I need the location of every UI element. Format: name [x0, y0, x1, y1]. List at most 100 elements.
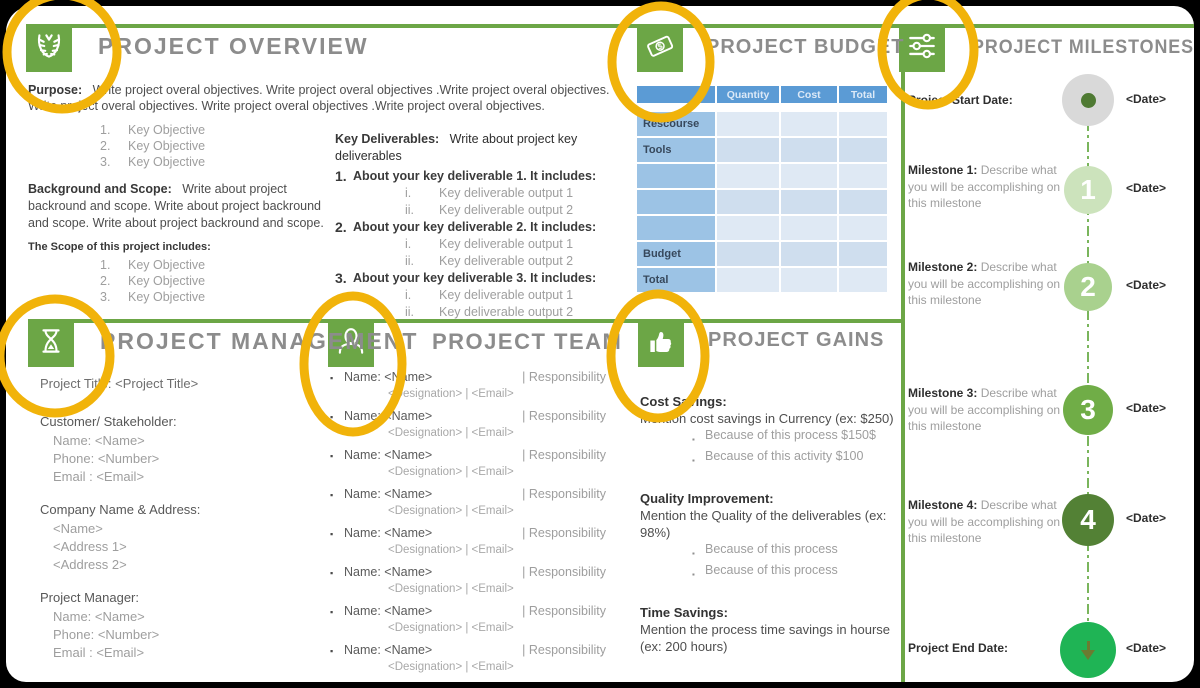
budget-cell [839, 138, 887, 162]
team-member-entry: ▪ Name: <Name> | Responsibility <Designati… [330, 526, 606, 556]
bullet-icon: ▪ [692, 435, 695, 444]
gains-block: Cost Savings: Mention cost savings in Cu… [640, 394, 898, 677]
milestones-icon-box [899, 24, 945, 72]
background-scope-text: Write about project backround and scope.… [28, 182, 324, 230]
milestone-row-label: Milestone 3: Describe what you will be a… [908, 386, 1061, 433]
budget-cell [839, 190, 887, 214]
milestone-date: <Date> [1126, 401, 1167, 415]
field-line: Phone: <Number> [53, 451, 160, 466]
budget-cell [781, 112, 837, 136]
team-member-entry: ▪ Name: <Name> | Responsibility <Designati… [330, 448, 606, 478]
budget-row-label: Total [637, 268, 715, 292]
budget-cell [717, 242, 779, 266]
team-member-entry: ▪ Name: <Name> | Responsibility <Designati… [330, 604, 606, 634]
milestone-row-label: Milestone 2: Describe what you will be a… [908, 260, 1061, 307]
stakeholder-group: Customer/ Stakeholder: Name: <Name> Phon… [40, 414, 305, 486]
milestone-3-marker: 3 [1063, 385, 1113, 435]
field-line: <Address 2> [53, 557, 127, 572]
team-member-entry: ▪ Name: <Name> | Responsibility <Designati… [330, 370, 606, 400]
cost-savings-block: Cost Savings: Mention cost savings in Cu… [640, 394, 898, 469]
gains-icon-box [638, 319, 684, 367]
budget-cell [781, 242, 837, 266]
budget-cell [717, 138, 779, 162]
field-line: Name: <Name> [53, 609, 145, 624]
thumbs-up-icon [644, 324, 678, 363]
deliverables-heading: Key Deliverables: Write about project ke… [335, 132, 578, 163]
milestone-date: <Date> [1126, 511, 1167, 525]
bullet-icon: ▪ [692, 570, 695, 579]
bullet-icon: ▪ [330, 490, 334, 500]
budget-cell [781, 268, 837, 292]
budget-table: Quantity Cost Total Rescourse Tools Budg… [637, 86, 887, 292]
purpose-text: Write project overal objectives. Write p… [28, 83, 610, 113]
top-divider-line [26, 24, 1194, 28]
field-line: Name: <Name> [53, 433, 145, 448]
gains-title: PROJECT GAINS [708, 329, 885, 351]
list-item: 3. Key Objective [100, 290, 206, 304]
down-arrow-icon [1081, 640, 1095, 660]
budget-cell [781, 190, 837, 214]
overview-icon-box [26, 24, 72, 72]
team-list: ▪ Name: <Name> | Responsibility <Designati… [330, 369, 606, 681]
budget-cell [717, 190, 779, 214]
list-item: 3. Key Objective [100, 155, 206, 169]
budget-header-cell [637, 86, 715, 103]
budget-header-cell: Total [839, 86, 887, 103]
budget-header-cell: Quantity [717, 86, 779, 103]
budget-cell [839, 112, 887, 136]
company-group: Company Name & Address: <Name> <Address … [40, 502, 305, 574]
budget-header-cell: Cost [781, 86, 837, 103]
time-savings-block: Time Savings: Mention the process time s… [640, 605, 891, 654]
budget-row-label [637, 216, 715, 240]
deliverable-item: 1. About your key deliverable 1. It inclu… [335, 168, 597, 217]
milestone-date: <Date> [1126, 278, 1167, 292]
milestone-date: <Date> [1126, 92, 1167, 106]
budget-cell [717, 216, 779, 240]
quality-improvement-block: Quality Improvement: Mention the Quality… [640, 491, 898, 583]
team-member-entry: ▪ Name: <Name> | Responsibility <Designati… [330, 643, 606, 673]
sliders-icon [905, 29, 939, 68]
list-item: 2. Key Objective [100, 139, 206, 153]
field-line: <Name> [53, 521, 103, 536]
budget-cell [839, 268, 887, 292]
budget-cell [717, 112, 779, 136]
budget-row-label [637, 190, 715, 214]
budget-row-label: Rescourse [637, 112, 715, 136]
milestones-title: PROJECT MILESTONES [972, 37, 1194, 58]
scope-items-list: 1. Key Objective 2. Key Objective 3. Key Ob… [100, 257, 205, 305]
budget-icon-box: $ [637, 24, 683, 72]
budget-row-label [637, 164, 715, 188]
milestone-date: <Date> [1126, 181, 1167, 195]
budget-cell [839, 216, 887, 240]
bullet-icon: ▪ [692, 549, 695, 558]
milestone-1-marker: 1 [1064, 166, 1112, 214]
team-member-entry: ▪ Name: <Name> | Responsibility <Designati… [330, 409, 606, 439]
key-deliverables-block: Key Deliverables: Write about project ke… [335, 131, 635, 321]
milestone-4-marker: 4 [1062, 494, 1114, 546]
budget-cell [781, 164, 837, 188]
deliverable-item: 2. About your key deliverable 2. It inclu… [335, 219, 597, 268]
middle-divider-line [28, 319, 903, 323]
bullet-icon: ▪ [330, 451, 334, 461]
purpose-label: Purpose: [28, 83, 83, 97]
budget-cell [781, 216, 837, 240]
management-title: PROJECT MANAGEMENT [100, 328, 419, 354]
budget-cell [717, 268, 779, 292]
budget-row-label: Tools [637, 138, 715, 162]
background-scope-paragraph: Background and Scope: Write about projec… [28, 181, 333, 232]
budget-cell [717, 164, 779, 188]
milestone-row-label: Project Start Date: [908, 93, 1013, 107]
project-title-line: Project Title: <Project Title> [40, 376, 199, 391]
team-title: PROJECT TEAM [432, 329, 623, 354]
milestone-row-label: Milestone 1: Describe what you will be a… [908, 163, 1061, 210]
bullet-icon: ▪ [330, 529, 334, 539]
start-dot-icon [1080, 92, 1096, 108]
purpose-paragraph: Purpose: Write project overal objectives… [28, 82, 613, 114]
budget-cell [839, 164, 887, 188]
list-item: 1. Key Objective [100, 123, 206, 137]
management-block: Project Title: <Project Title> Customer/… [40, 376, 305, 678]
bullet-icon: ▪ [692, 456, 695, 465]
field-line: Phone: <Number> [53, 627, 160, 642]
overview-title: PROJECT OVERVIEW [98, 33, 369, 59]
team-member-entry: ▪ Name: <Name> | Responsibility <Designati… [330, 565, 606, 595]
